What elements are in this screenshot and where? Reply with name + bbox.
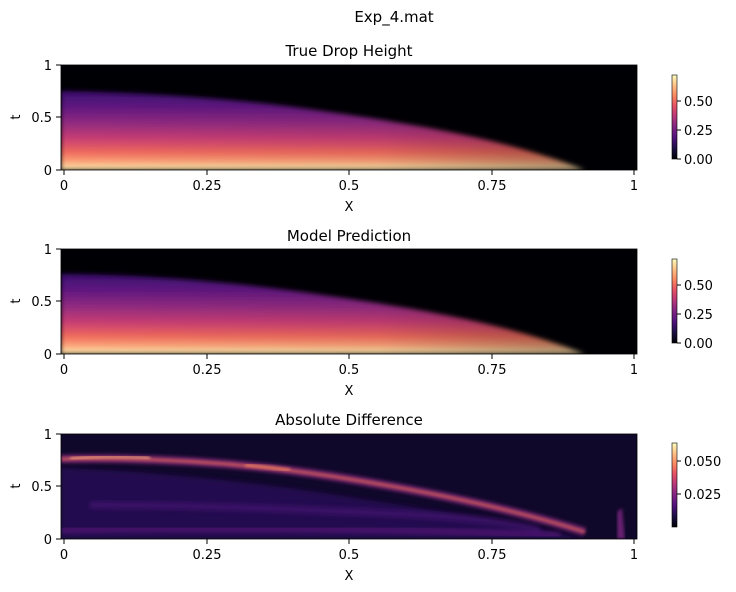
error-hotspot xyxy=(69,455,151,461)
colorbar-tick-label: 0.25 xyxy=(684,124,713,139)
x-tick-label: 0.25 xyxy=(193,179,222,194)
colorbar: 0.00 0.25 0.50 xyxy=(671,258,713,352)
y-tick-label: 0 xyxy=(44,348,52,363)
y-tick-label: 0.5 xyxy=(31,111,52,126)
colorbar-gradient xyxy=(671,74,678,160)
x-ticks: 0 0.25 0.5 0.75 1 xyxy=(60,170,638,194)
y-axis-label: t xyxy=(9,483,24,488)
x-tick-label: 0.75 xyxy=(478,179,507,194)
x-tick-label: 0.75 xyxy=(478,363,507,378)
heatmap-image xyxy=(61,65,637,170)
colorbar: 0.00 0.25 0.50 xyxy=(671,74,713,168)
x-ticks: 0 0.25 0.5 0.75 1 xyxy=(60,539,638,563)
y-tick-label: 1 xyxy=(44,59,52,74)
heatmap-image xyxy=(61,249,637,354)
x-tick-label: 0 xyxy=(60,179,68,194)
y-tick-label: 0 xyxy=(44,533,52,548)
x-tick-label: 0 xyxy=(60,548,68,563)
y-ticks: 0 0.5 1 xyxy=(31,243,61,363)
y-axis-label: t xyxy=(9,114,24,119)
colorbar: 0.025 0.050 xyxy=(671,442,721,528)
panel-title: True Drop Height xyxy=(284,42,412,60)
colorbar-gradient xyxy=(671,442,678,528)
panel-absolute-difference: Absolute Difference 0 0.25 0.5 0.75 1 xyxy=(9,411,721,584)
x-tick-label: 0 xyxy=(60,363,68,378)
panel-true-drop-height: True Drop Height 0 0.25 0.5 0.75 1 0 0.5… xyxy=(9,42,713,215)
y-ticks: 0 0.5 1 xyxy=(31,59,61,179)
y-tick-label: 0.5 xyxy=(31,480,52,495)
y-axis-label: t xyxy=(9,298,24,303)
x-axis-label: X xyxy=(345,200,354,215)
x-tick-label: 1 xyxy=(630,548,638,563)
panel-title: Model Prediction xyxy=(287,227,411,245)
colorbar-tick-label: 0.00 xyxy=(684,337,713,352)
colorbar-tick-label: 0.00 xyxy=(684,153,713,168)
x-tick-label: 1 xyxy=(630,179,638,194)
panel-title: Absolute Difference xyxy=(275,411,423,429)
error-band-mid xyxy=(89,501,541,534)
colorbar-tick-label: 0.050 xyxy=(684,455,721,470)
x-tick-label: 0.75 xyxy=(478,548,507,563)
x-tick-label: 0.5 xyxy=(339,363,360,378)
y-tick-label: 0.5 xyxy=(31,295,52,310)
x-tick-label: 0.25 xyxy=(193,363,222,378)
x-tick-label: 0.5 xyxy=(339,548,360,563)
x-axis-label: X xyxy=(345,569,354,584)
colorbar-tick-label: 0.25 xyxy=(684,308,713,323)
y-tick-label: 1 xyxy=(44,243,52,258)
x-ticks: 0 0.25 0.5 0.75 1 xyxy=(60,354,638,378)
figure-suptitle: Exp_4.mat xyxy=(354,8,433,27)
panel-model-prediction: Model Prediction 0 0.25 0.5 0.75 1 0 0.5… xyxy=(9,227,713,399)
colorbar-tick-label: 0.025 xyxy=(684,488,721,503)
error-hotspot xyxy=(244,463,291,472)
heatmap-image xyxy=(61,434,637,539)
y-tick-label: 0 xyxy=(44,164,52,179)
x-tick-label: 0.5 xyxy=(339,179,360,194)
colorbar-tick-label: 0.50 xyxy=(684,95,713,110)
error-front-edge xyxy=(61,457,586,534)
y-ticks: 0 0.5 1 xyxy=(31,428,61,548)
error-right-spike xyxy=(617,508,625,539)
error-interior xyxy=(61,468,585,539)
x-tick-label: 0.25 xyxy=(193,548,222,563)
colorbar-tick-label: 0.50 xyxy=(684,279,713,294)
x-axis-label: X xyxy=(345,384,354,399)
colorbar-gradient xyxy=(671,258,678,344)
y-tick-label: 1 xyxy=(44,428,52,443)
x-tick-label: 1 xyxy=(630,363,638,378)
error-band-lower xyxy=(61,525,561,538)
